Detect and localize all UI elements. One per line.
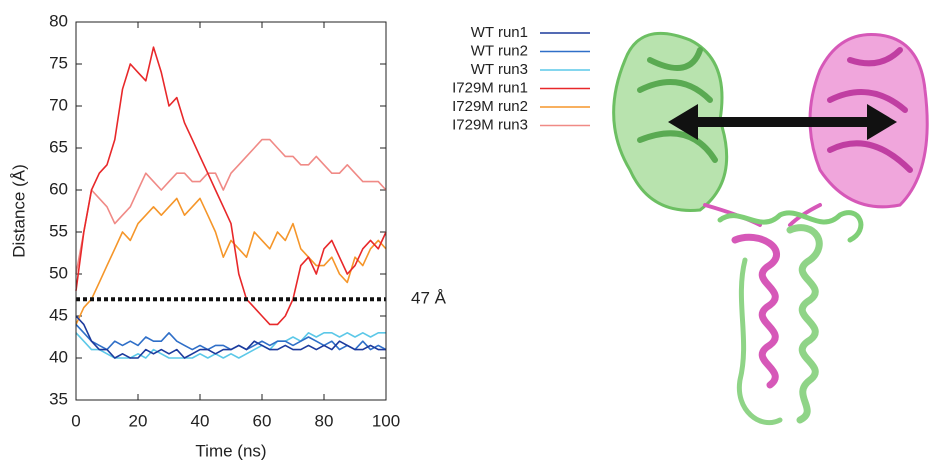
legend-label: WT run3 [471, 61, 528, 78]
legend-label: I729M run1 [452, 79, 528, 96]
y-tick-label: 75 [49, 53, 68, 72]
x-tick-label: 100 [372, 411, 400, 430]
series-line [75, 197, 387, 325]
series-line [75, 332, 386, 359]
legend-label: WT run1 [471, 24, 528, 41]
series-line [75, 46, 387, 326]
legend-label: WT run2 [471, 42, 528, 59]
y-tick-label: 50 [49, 263, 68, 282]
y-tick-label: 65 [49, 137, 68, 156]
x-tick-label: 20 [129, 411, 148, 430]
plot-frame [75, 21, 387, 401]
x-tick-label: 60 [253, 411, 272, 430]
x-tick-label: 40 [191, 411, 210, 430]
threshold-label: 47 Å [411, 289, 447, 308]
x-tick-label: 80 [315, 411, 334, 430]
x-tick-label: 0 [71, 411, 80, 430]
y-tick-label: 80 [49, 11, 68, 30]
series-line [75, 138, 387, 275]
y-axis-title: Distance (Å) [9, 164, 28, 258]
series-line [75, 315, 386, 359]
x-axis-title: Time (ns) [195, 441, 266, 460]
y-tick-label: 70 [49, 95, 68, 114]
y-tick-label: 60 [49, 179, 68, 198]
protein-illustration [612, 31, 929, 426]
legend-label: I729M run2 [452, 98, 528, 115]
y-tick-label: 35 [49, 389, 68, 408]
y-tick-label: 55 [49, 221, 68, 240]
y-tick-label: 40 [49, 347, 68, 366]
legend-label: I729M run3 [452, 116, 528, 133]
y-tick-label: 45 [49, 305, 68, 324]
